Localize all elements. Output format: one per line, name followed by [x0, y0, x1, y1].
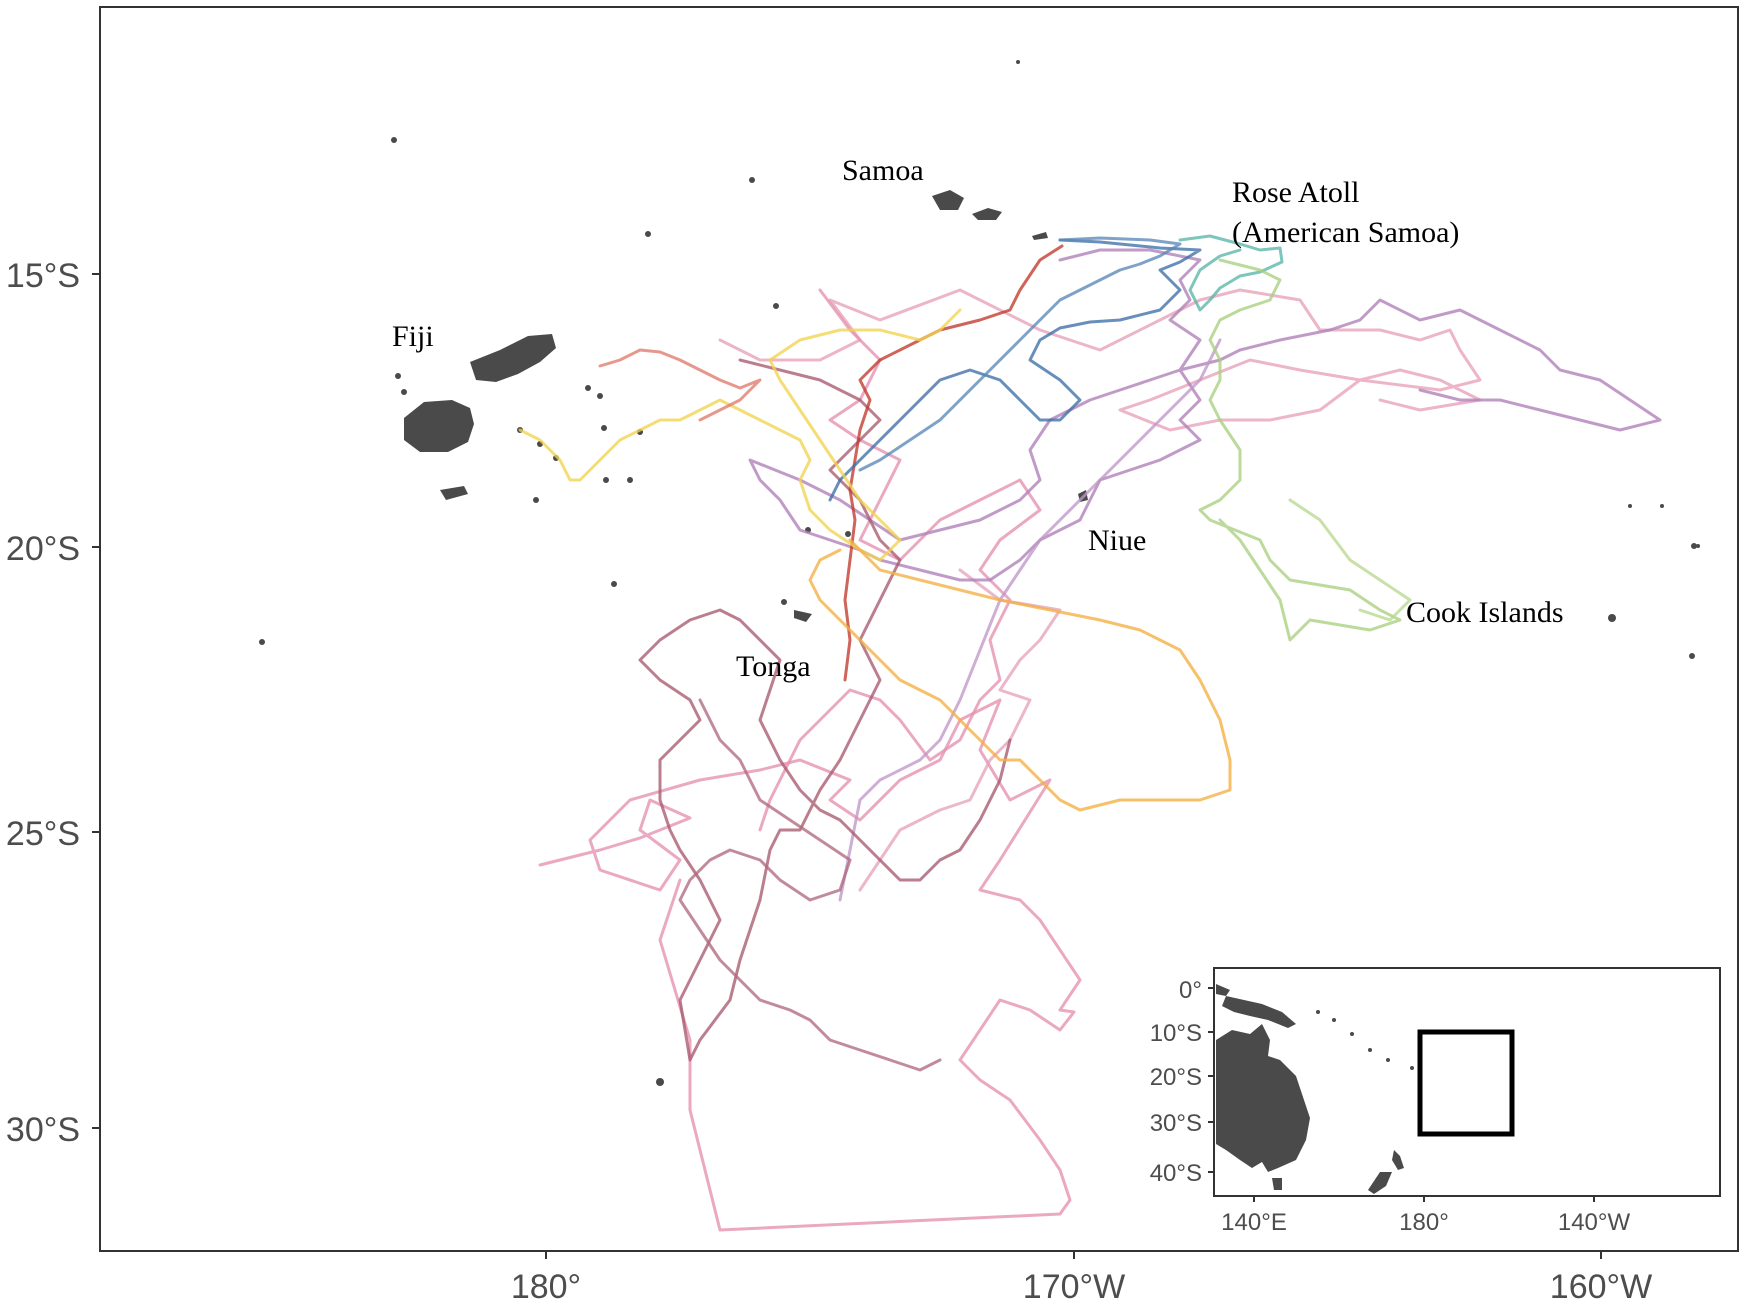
inset-islet	[1386, 1058, 1390, 1062]
y-tick-label: 20°S	[6, 530, 80, 568]
track-line	[843, 244, 1064, 682]
label-cook-islands: Cook Islands	[1406, 596, 1564, 629]
fiji-islet	[627, 477, 633, 483]
inset-x-tick-label: 140°E	[1221, 1209, 1287, 1236]
track-line	[828, 238, 1202, 502]
x-tick-label: 160°W	[1550, 1268, 1652, 1304]
fiji-islet	[401, 389, 407, 395]
x-tick-label: 170°W	[1023, 1268, 1125, 1304]
islet	[656, 1078, 664, 1086]
label-rose-atoll: Rose Atoll	[1232, 176, 1360, 209]
track-line	[858, 236, 1182, 472]
cook-islet	[1689, 653, 1695, 659]
inset-panel-border	[1213, 967, 1721, 1197]
inset-study-area-box	[1417, 1029, 1515, 1137]
inset-y-tick-label: 10°S	[1150, 1020, 1202, 1047]
inset-australia	[1216, 1024, 1310, 1172]
inset-map: 0° 10°S 20°S 30°S 40°S 140°E 180° 140°W	[1114, 966, 1722, 1238]
track-line	[838, 338, 1222, 902]
track-line	[538, 698, 1082, 1232]
samoa-tutuila	[1032, 232, 1048, 240]
islet	[645, 231, 651, 237]
y-tick-label: 15°S	[6, 257, 80, 295]
islet	[749, 177, 755, 183]
fiji-islet	[440, 486, 468, 500]
track-line	[808, 538, 1232, 812]
y-axis: 15°S 20°S 25°S 30°S	[6, 257, 100, 1149]
inset-new-zealand-north	[1392, 1150, 1404, 1170]
inset-papua-north	[1216, 984, 1230, 996]
place-labels: Samoa Rose Atoll (American Samoa) Fiji N…	[392, 154, 1564, 683]
cook-islet	[1628, 504, 1632, 508]
inset-islet	[1332, 1018, 1336, 1022]
track-line	[758, 288, 1042, 832]
track-line	[598, 348, 762, 422]
islet	[1016, 60, 1020, 64]
cook-islet	[1696, 544, 1700, 548]
cook-islet	[1660, 504, 1664, 508]
label-tonga: Tonga	[736, 650, 811, 683]
track-line	[638, 358, 1012, 1062]
tonga-islet	[845, 531, 851, 537]
fiji-viti-levu	[404, 400, 474, 452]
inset-x-tick-label: 140°W	[1558, 1209, 1631, 1236]
track-line	[1178, 234, 1284, 312]
tonga-islet	[781, 599, 787, 605]
inset-y-tick-label: 30°S	[1150, 1110, 1202, 1137]
track-line	[718, 288, 1482, 432]
y-tick-label: 30°S	[6, 1111, 80, 1149]
fiji-islet	[601, 425, 607, 431]
track-line	[748, 248, 1662, 582]
fiji-islet	[603, 477, 609, 483]
inset-islet	[1368, 1048, 1372, 1052]
fiji-islet	[585, 385, 591, 391]
x-axis: 180° 170°W 160°W	[511, 1251, 1652, 1304]
cook-islet	[1608, 614, 1616, 622]
cook-islet	[1691, 543, 1697, 549]
islet	[259, 639, 265, 645]
samoa-upolu	[972, 208, 1002, 220]
tonga-islet	[611, 581, 617, 587]
fiji-islet	[597, 393, 603, 399]
label-samoa: Samoa	[842, 154, 924, 187]
fiji-islet	[395, 373, 401, 379]
y-tick-label: 25°S	[6, 815, 80, 853]
inset-y-tick-label: 0°	[1179, 977, 1202, 1004]
label-niue: Niue	[1088, 524, 1146, 557]
islet	[391, 137, 397, 143]
fiji-vanua-levu	[470, 334, 556, 382]
inset-islet	[1410, 1066, 1414, 1070]
track-line	[518, 308, 962, 562]
x-tick-label: 180°	[511, 1268, 581, 1304]
inset-new-guinea	[1222, 996, 1296, 1028]
inset-new-zealand-south	[1368, 1172, 1392, 1194]
track-line	[1198, 258, 1402, 642]
samoa-savaii	[932, 190, 964, 210]
inset-x-tick-label: 180°	[1399, 1209, 1449, 1236]
track-line	[678, 698, 942, 1072]
track-line	[1288, 498, 1412, 622]
land-masses	[259, 60, 1700, 1086]
label-american-samoa: (American Samoa)	[1232, 216, 1459, 249]
label-fiji: Fiji	[392, 320, 434, 353]
inset-tasmania	[1272, 1178, 1282, 1190]
inset-islet	[1350, 1032, 1354, 1036]
tracks	[518, 234, 1662, 1232]
islet	[773, 303, 779, 309]
map-panel-border	[99, 6, 1739, 1252]
inset-islet	[1316, 1010, 1320, 1014]
fiji-islet	[533, 497, 539, 503]
inset-y-tick-label: 40°S	[1150, 1160, 1202, 1187]
inset-y-tick-label: 20°S	[1150, 1064, 1202, 1091]
tonga-tongatapu	[794, 610, 812, 622]
track-line	[858, 568, 1062, 892]
